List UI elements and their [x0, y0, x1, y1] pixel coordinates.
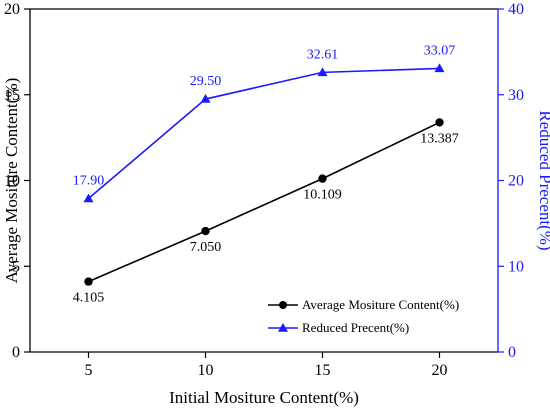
data-point-triangle — [83, 193, 94, 203]
x-tick-label: 15 — [315, 362, 331, 379]
data-point-triangle — [317, 67, 328, 77]
y-tick-label: 20 — [4, 1, 20, 18]
tick-group: 5 10 15 20 0 5 10 15 20 0 10 20 30 40 — [4, 1, 524, 379]
data-point-circle — [201, 226, 210, 236]
y-axis-left-title: Average Mositure Content(%) — [2, 78, 21, 284]
data-label-value: 32.61 — [307, 47, 339, 62]
y-tick-label: 0 — [12, 344, 20, 361]
x-tick-label: 5 — [85, 362, 93, 379]
legend: Average Mositure Content(%) Reduced Prec… — [268, 297, 459, 335]
y2-tick-label: 10 — [508, 258, 524, 275]
y2-tick-label: 20 — [508, 173, 524, 190]
series-line-reduced-precent — [87, 67, 440, 200]
legend-marker-triangle — [278, 323, 288, 332]
legend-label-reduced-precent: Reduced Precent(%) — [302, 320, 409, 335]
data-label-value: 10.109 — [303, 188, 342, 203]
y2-tick-label: 0 — [508, 344, 516, 361]
data-point-triangle — [200, 94, 211, 103]
data-label-value: 33.07 — [424, 43, 456, 58]
data-point-circle — [435, 118, 444, 127]
data-label-value: 4.105 — [73, 291, 105, 306]
data-label-group: 4.105 7.050 10.109 13.387 17.90 29.50 32.61 33.… — [73, 43, 459, 305]
x-tick-label: 20 — [432, 362, 448, 379]
y-axis-right-title: Reduced Precent(%) — [536, 110, 550, 250]
legend-label-average-mositure: Average Mositure Content(%) — [302, 297, 459, 312]
y2-tick-label: 30 — [508, 87, 524, 104]
data-label-value: 29.50 — [190, 74, 222, 89]
y-tick-label: 15 — [4, 87, 20, 104]
data-point-circle — [318, 174, 327, 183]
series-group — [83, 63, 445, 286]
legend-marker-circle — [279, 301, 287, 309]
data-point-circle — [84, 277, 93, 286]
y-tick-label: 5 — [12, 258, 20, 275]
data-label-value: 7.050 — [190, 240, 222, 255]
data-point-triangle — [434, 63, 445, 73]
data-label-value: 17.90 — [73, 174, 105, 189]
series-line-average-mositure — [88, 121, 440, 283]
y-tick-label: 10 — [4, 173, 20, 190]
x-tick-label: 10 — [198, 362, 214, 379]
y2-tick-label: 40 — [508, 1, 524, 18]
x-axis-title: Initial Mositure Content(%) — [169, 388, 359, 407]
data-label-value: 13.387 — [420, 131, 459, 146]
